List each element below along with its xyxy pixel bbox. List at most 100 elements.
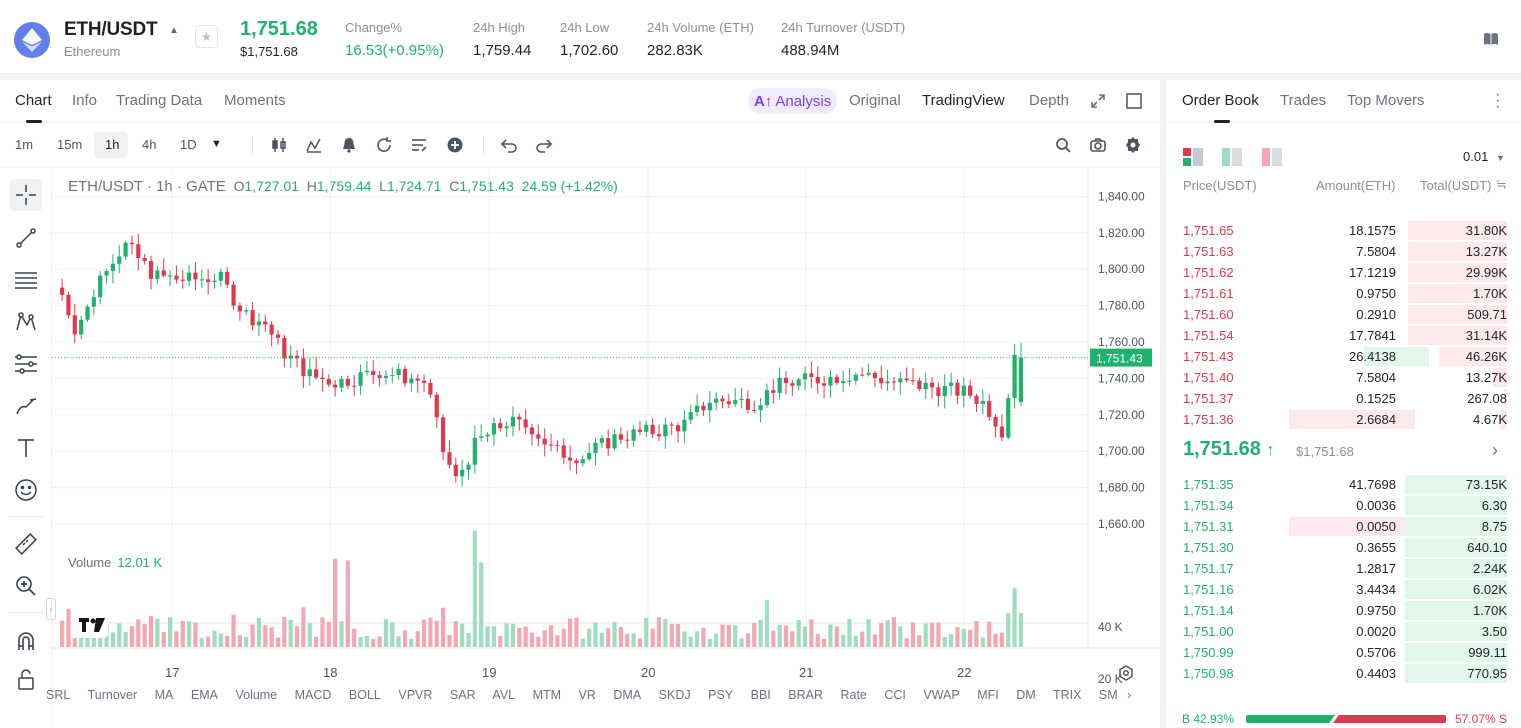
indicator-item[interactable]: SRL <box>46 688 71 702</box>
pair-title[interactable]: ETH/USDT <box>64 19 158 40</box>
bid-row[interactable]: 1,750.99 0.5706 999.11 <box>1166 642 1521 663</box>
tab-depth[interactable]: Depth <box>1029 92 1070 109</box>
expand-icon[interactable] <box>1089 92 1107 115</box>
analysis-button[interactable]: A↑ Analysis <box>748 88 838 114</box>
indicator-item[interactable]: VR <box>578 688 596 702</box>
ask-row[interactable]: 1,751.43 26.4138 46.26K <box>1166 346 1521 367</box>
tab-tradingview[interactable]: TradingView <box>922 92 1005 109</box>
star-icon[interactable]: ★ <box>195 25 218 48</box>
ask-row[interactable]: 1,751.60 0.2910 509.71 <box>1166 304 1521 325</box>
ask-row[interactable]: 1,751.36 2.6684 4.67K <box>1166 409 1521 430</box>
indicators-icon[interactable] <box>305 136 323 154</box>
bid-row[interactable]: 1,751.16 3.4434 6.02K <box>1166 579 1521 600</box>
indicator-item[interactable]: AVL <box>492 688 516 702</box>
bid-row[interactable]: 1,751.35 41.7698 73.15K <box>1166 474 1521 495</box>
chart-settings-icon[interactable] <box>1117 664 1135 687</box>
ask-row[interactable]: 1,751.63 7.5804 13.27K <box>1166 241 1521 262</box>
projection-icon[interactable] <box>10 348 42 380</box>
view-both-icon[interactable] <box>1183 148 1203 171</box>
price-chart[interactable]: 1,840.00 1,820.00 1,800.00 1,780.00 1,760.00… <box>52 168 1160 688</box>
tab-order-book[interactable]: Order Book <box>1182 92 1259 109</box>
indicator-item[interactable]: MACD <box>294 688 332 702</box>
bid-row[interactable]: 1,751.17 1.2817 2.24K <box>1166 558 1521 579</box>
indicator-item[interactable]: MTM <box>532 688 562 702</box>
bid-row[interactable]: 1,751.30 0.3655 640.10 <box>1166 537 1521 558</box>
ask-row[interactable]: 1,751.62 17.1219 29.99K <box>1166 262 1521 283</box>
ask-row[interactable]: 1,751.54 17.7841 31.14K <box>1166 325 1521 346</box>
indicator-item[interactable]: PSY <box>708 688 734 702</box>
indicator-item[interactable]: BBI <box>750 688 771 702</box>
fib-levels-icon[interactable] <box>10 264 42 296</box>
emoji-icon[interactable] <box>10 474 42 506</box>
candles-icon[interactable] <box>270 136 288 154</box>
indicator-item[interactable]: EMA <box>190 688 218 702</box>
redo-icon[interactable] <box>535 136 553 154</box>
brush-icon[interactable] <box>10 390 42 422</box>
bid-row[interactable]: 1,751.31 0.0050 8.75 <box>1166 516 1521 537</box>
ask-row[interactable]: 1,751.40 7.5804 13.27K <box>1166 367 1521 388</box>
indicator-item[interactable]: MFI <box>977 688 999 702</box>
timeframe-15m[interactable]: 15m <box>57 137 83 152</box>
maximize-icon[interactable] <box>1126 93 1142 114</box>
pattern-icon[interactable] <box>10 306 42 338</box>
indicator-item[interactable]: DM <box>1016 688 1036 702</box>
lock-icon[interactable] <box>10 664 42 696</box>
camera-icon[interactable] <box>1089 136 1107 154</box>
ask-row[interactable]: 1,751.65 18.1575 31.80K <box>1166 220 1521 241</box>
chevron-left-icon[interactable]: ‹ <box>46 598 56 620</box>
text-icon[interactable] <box>10 432 42 464</box>
indicator-item[interactable]: SM <box>1098 688 1118 702</box>
trendline-icon[interactable] <box>10 222 42 254</box>
view-asks-icon[interactable] <box>1262 148 1282 171</box>
replay-icon[interactable] <box>375 136 393 154</box>
ruler-icon[interactable] <box>10 528 42 560</box>
bid-row[interactable]: 1,751.00 0.0020 3.50 <box>1166 621 1521 642</box>
templates-icon[interactable] <box>410 136 428 154</box>
timeframe-1h[interactable]: 1h <box>105 137 120 152</box>
tab-original[interactable]: Original <box>849 92 901 109</box>
gear-icon[interactable] <box>1124 136 1142 154</box>
ask-row[interactable]: 1,751.37 0.1525 267.08 <box>1166 388 1521 409</box>
tab-moments[interactable]: Moments <box>224 92 286 109</box>
indicator-item[interactable]: SAR <box>449 688 476 702</box>
zoom-in-icon[interactable] <box>10 570 42 602</box>
timeframe-4h[interactable]: 4h <box>142 137 157 152</box>
indicator-item[interactable]: Turnover <box>87 688 138 702</box>
indicator-item[interactable]: Rate <box>840 688 867 702</box>
book-icon[interactable] <box>1477 27 1505 51</box>
magnet-icon[interactable] <box>10 625 42 657</box>
indicator-item[interactable]: VPVR <box>398 688 433 702</box>
bid-row[interactable]: 1,751.34 0.0036 6.30 <box>1166 495 1521 516</box>
bid-row[interactable]: 1,751.14 0.9750 1.70K <box>1166 600 1521 621</box>
indicator-item[interactable]: BRAR <box>788 688 823 702</box>
indicator-item[interactable]: Volume <box>235 688 278 702</box>
chevron-right-icon[interactable]: › <box>1127 688 1132 702</box>
indicator-item[interactable]: SKDJ <box>658 688 691 702</box>
alert-icon[interactable] <box>340 136 358 154</box>
indicator-item[interactable]: DMA <box>613 688 642 702</box>
timeframe-1m[interactable]: 1m <box>15 137 34 152</box>
crosshair-icon[interactable] <box>10 179 42 211</box>
indicator-item[interactable]: CCI <box>884 688 906 702</box>
indicator-item[interactable]: VWAP <box>923 688 960 702</box>
chevron-right-icon[interactable]: › <box>1492 440 1498 460</box>
bid-row[interactable]: 1,750.98 0.4403 770.95 <box>1166 663 1521 684</box>
tab-trades[interactable]: Trades <box>1280 92 1327 109</box>
toggle-total-icon[interactable]: ≒ <box>1496 177 1507 192</box>
indicator-item[interactable]: MA <box>154 688 174 702</box>
more-vertical-icon[interactable]: · · · <box>1495 86 1501 115</box>
ask-row[interactable]: 1,751.61 0.9750 1.70K <box>1166 283 1521 304</box>
add-icon[interactable] <box>446 136 464 154</box>
undo-icon[interactable] <box>500 136 518 154</box>
precision-select[interactable]: 0.01 ▼ <box>1463 149 1505 164</box>
indicator-item[interactable]: TRIX <box>1052 688 1082 702</box>
tab-chart[interactable]: Chart <box>15 92 52 109</box>
chevron-down-icon[interactable]: ▼ <box>211 138 222 150</box>
tab-top-movers[interactable]: Top Movers <box>1347 92 1425 109</box>
tab-trading-data[interactable]: Trading Data <box>116 92 203 109</box>
indicator-item[interactable]: BOLL <box>348 688 381 702</box>
tab-info[interactable]: Info <box>72 92 98 109</box>
timeframe-1d[interactable]: 1D <box>180 137 197 152</box>
search-icon[interactable] <box>1054 136 1072 154</box>
caret-up-icon[interactable]: ▲ <box>169 25 179 36</box>
